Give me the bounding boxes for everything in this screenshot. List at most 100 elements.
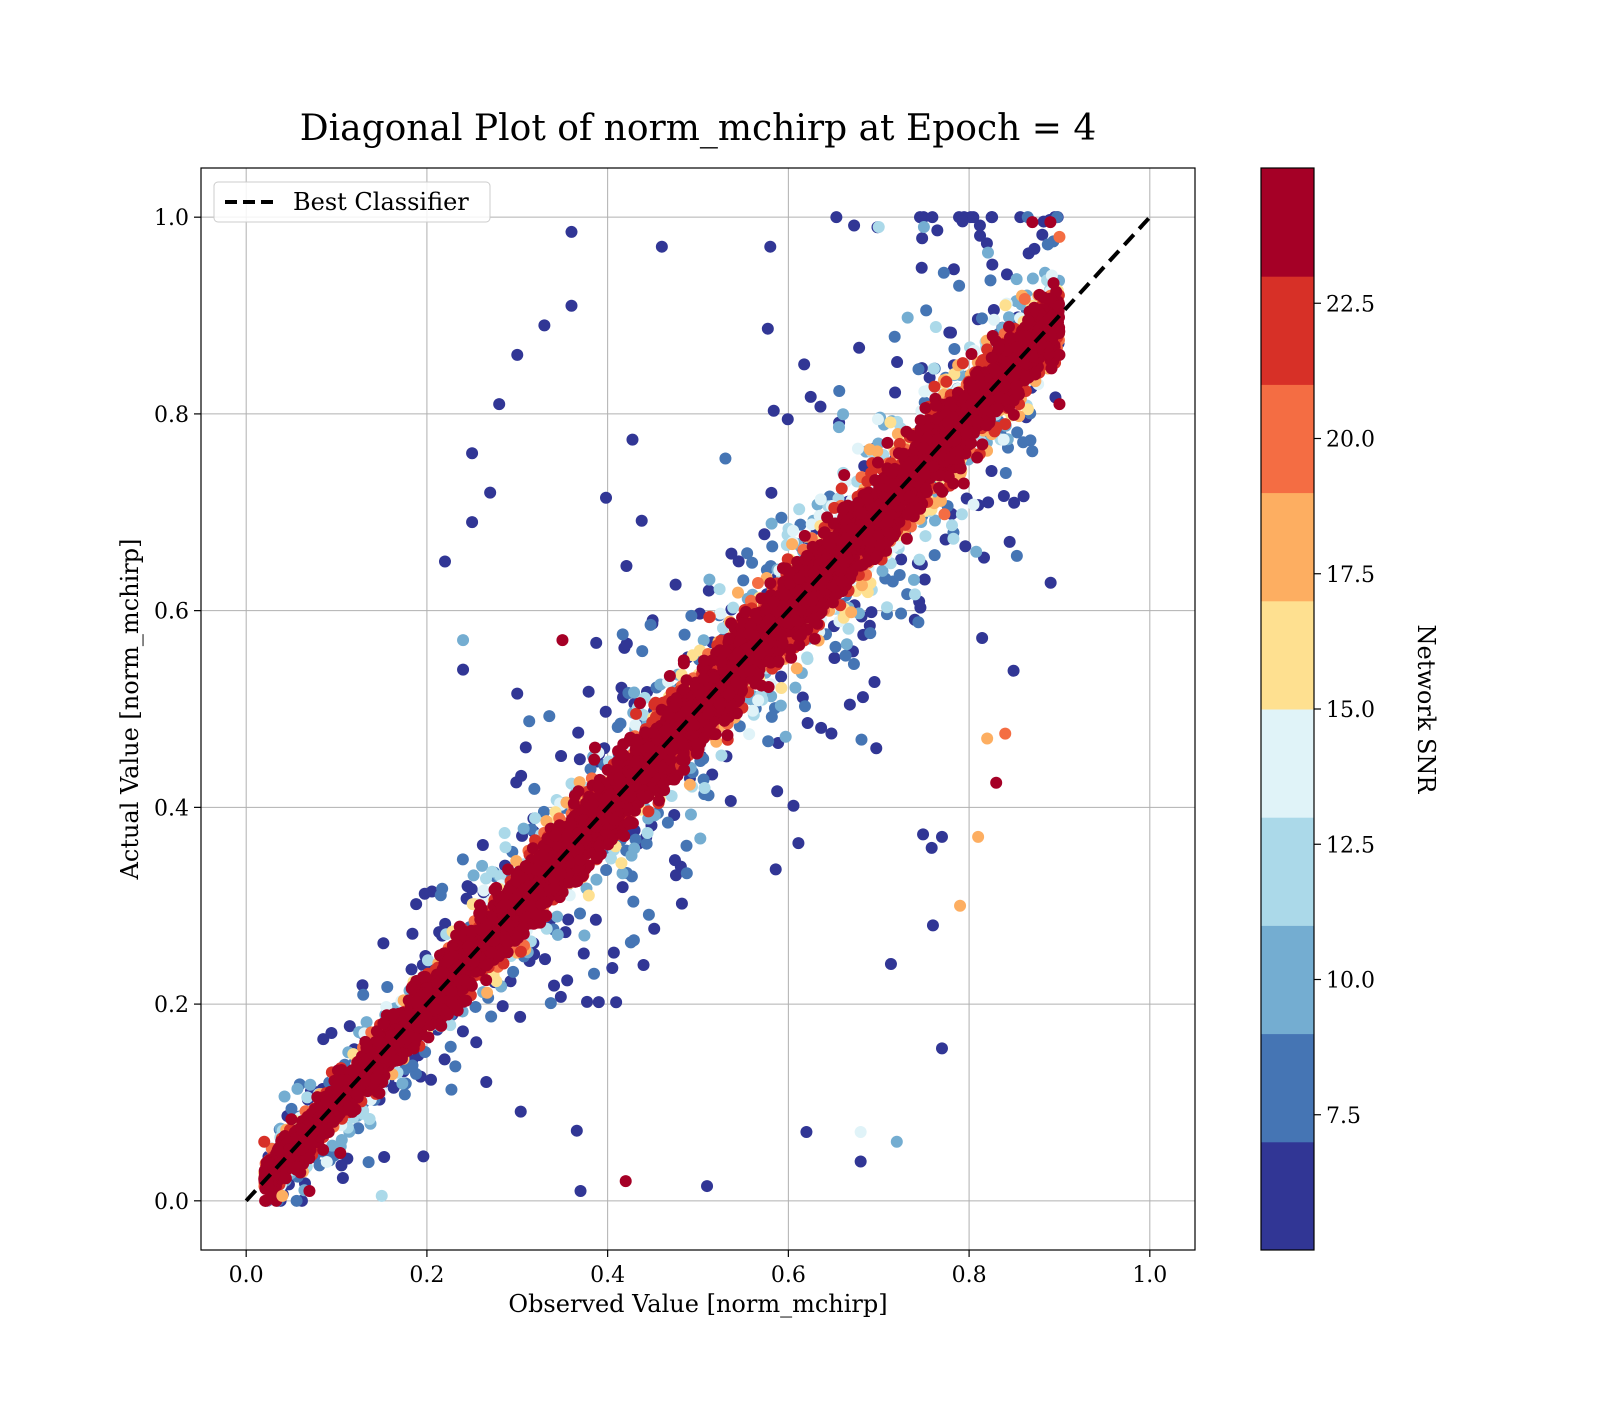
scatter-point [551,911,563,923]
scatter-point [507,966,519,978]
scatter-point [468,869,480,881]
scatter-point [1019,293,1031,305]
scatter-point [642,827,654,839]
scatter-point [612,721,624,733]
scatter-point [528,783,540,795]
scatter-point [775,682,787,694]
scatter-point [912,616,924,628]
scatter-point [714,583,726,595]
scatter-point [727,602,739,614]
scatter-point [555,991,567,1003]
scatter-point [746,557,758,569]
scatter-point [593,996,605,1008]
scatter-point [1011,550,1023,562]
scatter-point [856,579,868,591]
scatter-point [841,638,853,650]
scatter-point [480,1076,492,1088]
scatter-point [998,490,1010,502]
scatter-point [998,434,1010,446]
scatter-point [836,483,848,495]
scatter-point [974,230,986,242]
scatter-point [864,627,876,639]
scatter-point [291,1083,303,1095]
scatter-point [999,299,1011,311]
scatter-point [600,706,612,718]
scatter-point [399,1088,411,1100]
scatter-point [844,699,856,711]
scatter-point [833,385,845,397]
scatter-point [782,413,794,425]
scatter-point [1042,238,1054,250]
scatter-point [703,611,715,623]
scatter-point [357,989,369,1001]
scatter-point [1045,577,1057,589]
scatter-point [737,574,749,586]
scatter-point [457,853,469,865]
scatter-point [752,577,764,589]
scatter-point [988,314,1000,326]
scatter-point [792,837,804,849]
scatter-point [574,753,586,765]
scatter-point [681,840,693,852]
scatter-point [766,518,778,530]
scatter-point [545,997,557,1009]
scatter-point [555,750,567,762]
scatter-point [676,898,688,910]
scatter-point [1011,273,1023,285]
scatter-point [765,487,777,499]
scatter-point [766,711,778,723]
scatter-point [984,274,996,286]
scatter-point [662,817,674,829]
scatter-point [485,1011,497,1023]
scatter-point [732,587,744,599]
scatter-point [957,357,969,369]
scatter-point [908,574,920,586]
scatter-point [926,211,938,223]
scatter-point [581,996,593,1008]
scatter-point [926,842,938,854]
scatter-point [976,632,988,644]
scatter-point [889,331,901,343]
scatter-point [864,443,876,455]
scatter-point [1017,436,1029,448]
scatter-point [684,779,696,791]
scatter-point [902,312,914,324]
scatter-point [891,356,903,368]
scatter-point [681,867,693,879]
scatter-point [946,519,958,531]
scatter-point [762,735,774,747]
scatter-point [685,610,697,622]
scatter-point [571,1125,583,1137]
scatter-point [694,833,706,845]
scatter-point [417,1150,429,1162]
scatter-point [670,869,682,881]
scatter-point [801,653,813,665]
scatter-point [919,530,931,542]
scatter-point [445,1084,457,1096]
scatter-point [670,579,682,591]
scatter-point [642,805,654,817]
scatter-point [791,662,803,674]
scatter-point [930,321,942,333]
scatter-point [588,968,600,980]
scatter-point [636,515,648,527]
scatter-point [916,262,928,274]
scatter-point [304,1079,316,1091]
scatter-point [669,854,681,866]
scatter-point [789,682,801,694]
scatter-point [802,717,814,729]
scatter-point [425,1074,437,1086]
scatter-point [578,947,590,959]
scatter-point [515,946,527,958]
scatter-point [600,492,612,504]
scatter-point [848,219,860,231]
scatter-point [396,1078,408,1090]
scatter-point [699,782,711,794]
scatter-point [775,671,787,683]
scatter-point [643,909,655,921]
scatter-point [853,342,865,354]
scatter-point [514,1011,526,1023]
scatter-point [931,224,943,236]
scatter-point [959,540,971,552]
